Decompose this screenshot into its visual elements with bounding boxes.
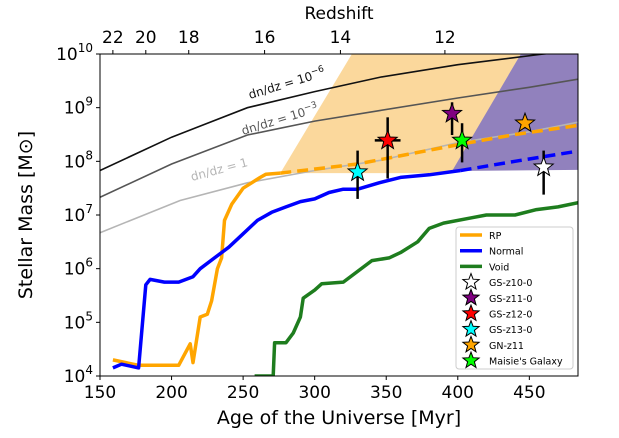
legend-label: RP <box>489 231 502 242</box>
gn-z11-star-marker <box>514 111 536 133</box>
top-tick-label: 16 <box>254 28 276 48</box>
x-tick-label: 400 <box>442 383 474 403</box>
y-tick-label: 1010 <box>56 41 93 65</box>
rp-projection-line <box>280 123 578 175</box>
legend-label: GS-z12-0 <box>489 310 532 321</box>
normal-projection-line <box>460 149 578 173</box>
legend-star-icon <box>461 287 481 306</box>
y-tick-label: 106 <box>64 256 93 280</box>
dndz-curve-label-0: dn/dz = 10−6 <box>246 64 327 102</box>
top-axis-label: Redshift <box>304 4 373 24</box>
gs-z13-0-star-marker <box>346 160 369 182</box>
y-axis-label: Stellar Mass [M⊙] <box>15 131 37 299</box>
y-tick-label: 109 <box>64 95 93 119</box>
top-tick-label: 22 <box>102 28 124 48</box>
legend-label: GS-z10-0 <box>489 278 532 289</box>
legend: RP Normal Void GS-z10-0 GS-z11-0 GS-z12-0 GS-z… <box>455 226 574 370</box>
y-tick-label: 104 <box>64 363 93 387</box>
x-tick-label: 300 <box>298 383 330 403</box>
dndz-curve-1 <box>100 78 578 199</box>
legend-star-icon <box>461 334 481 353</box>
top-tick-label: 14 <box>330 28 352 48</box>
x-tick-label: 350 <box>370 383 402 403</box>
legend-label: Maisie's Galaxy <box>489 357 563 368</box>
x-tick-label: 450 <box>513 383 545 403</box>
normal-line <box>112 168 461 370</box>
y-tick-label: 107 <box>64 202 93 226</box>
legend-label: GS-z13-0 <box>489 325 532 336</box>
legend-label: Void <box>489 262 509 273</box>
top-tick-label: 20 <box>135 28 157 48</box>
void-line <box>254 200 578 376</box>
gs-z10-0-star-marker <box>532 155 555 177</box>
maisie-s-galaxy-star-marker <box>451 128 473 150</box>
top-tick-label: 18 <box>178 28 200 48</box>
legend-star-icon <box>461 319 481 338</box>
x-tick-label: 150 <box>84 383 116 403</box>
y-tick-label: 108 <box>64 148 93 172</box>
rp-line <box>112 171 281 368</box>
legend-label: GN-z11 <box>489 341 524 352</box>
gs-z11-0-star-marker <box>441 102 463 123</box>
x-axis-label: Age of the Universe [Myr] <box>217 407 461 429</box>
dndz-curve-label-2: dn/dz = 1 <box>189 155 249 184</box>
legend-label: Normal <box>489 247 523 258</box>
legend-star-icon <box>461 303 481 322</box>
legend-label: GS-z11-0 <box>489 294 532 305</box>
legend-star-icon <box>461 350 481 369</box>
legend-star-icon <box>461 272 481 291</box>
x-tick-label: 200 <box>155 383 187 403</box>
gs-z12-0-star-marker <box>376 128 399 150</box>
y-tick-label: 105 <box>64 309 93 333</box>
dndz-curve-0 <box>100 54 552 172</box>
x-tick-label: 250 <box>227 383 259 403</box>
legend-box <box>455 226 574 370</box>
top-tick-label: 12 <box>434 28 456 48</box>
